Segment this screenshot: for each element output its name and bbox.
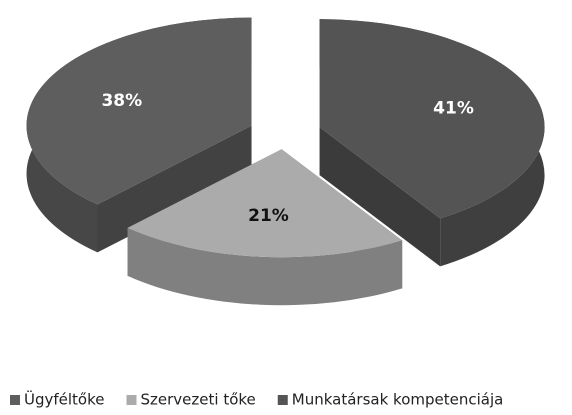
slice — [127, 149, 403, 258]
slice-side — [127, 227, 403, 306]
legend-swatch — [10, 395, 20, 405]
slice — [319, 19, 545, 219]
slice — [26, 17, 252, 205]
legend-swatch — [126, 395, 137, 405]
legend-swatch — [277, 395, 288, 405]
legend: Ügyféltőke Szervezeti tőke Munkatársak kom… — [10, 390, 503, 409]
data-label: 41% — [433, 98, 474, 118]
slice-side — [319, 127, 441, 267]
data-label: 38% — [101, 91, 142, 111]
legend-label: Szervezeti tőke — [141, 391, 256, 409]
slice-tops — [26, 17, 545, 258]
data-label: 21% — [248, 206, 289, 226]
slice-side — [97, 125, 252, 253]
legend-label: Ügyféltőke — [24, 390, 105, 409]
legend-label: Munkatársak kompetenciája — [292, 391, 504, 409]
